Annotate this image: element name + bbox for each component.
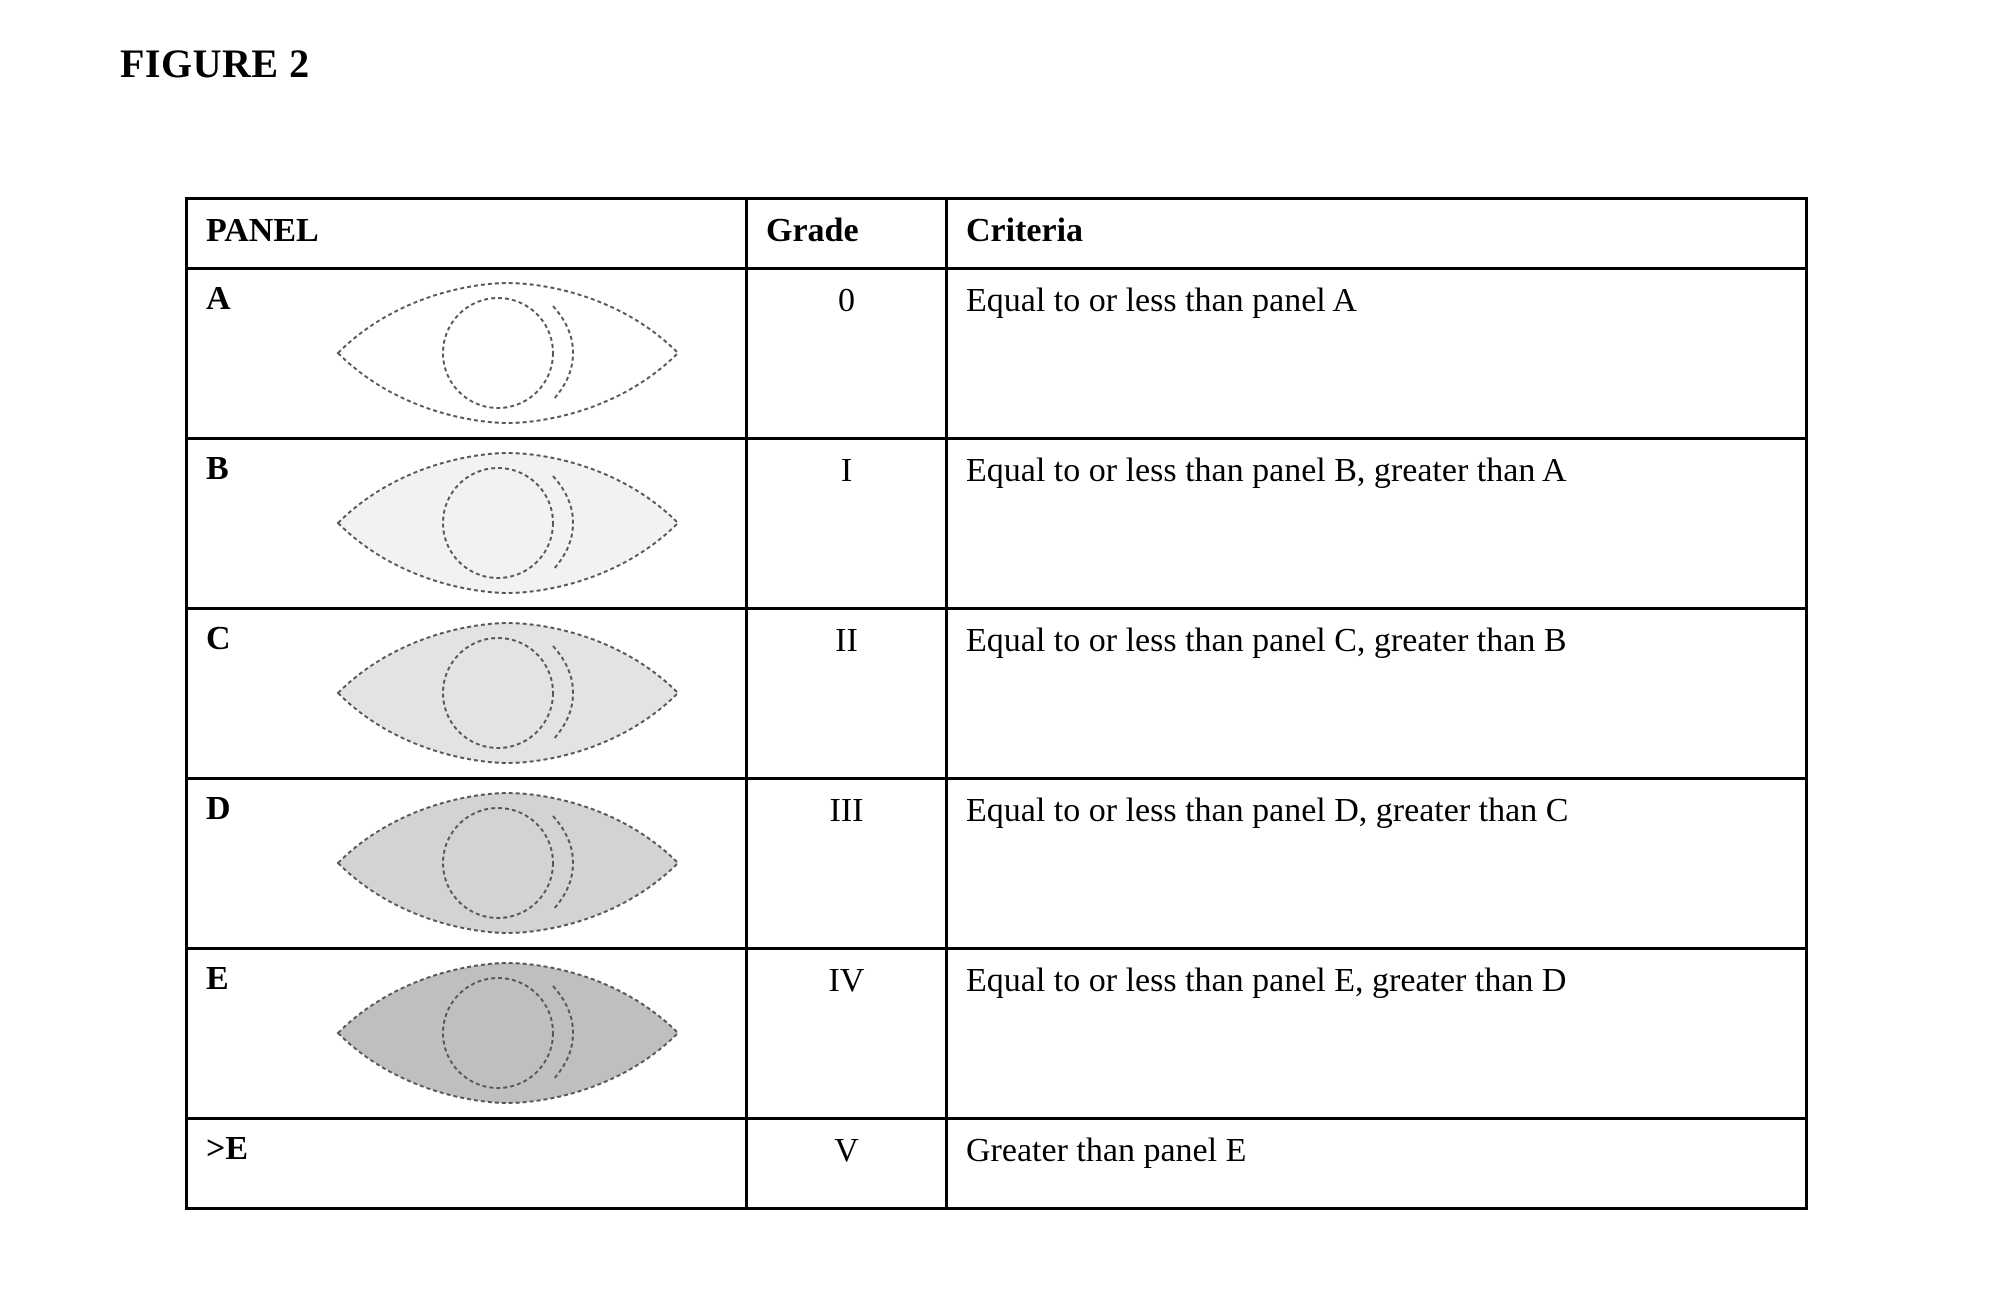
eye-icon <box>318 788 698 938</box>
panel-cell: A <box>187 269 747 439</box>
header-criteria: Criteria <box>947 199 1807 269</box>
panel-label: C <box>206 620 231 658</box>
table-header-row: PANEL Grade Criteria <box>187 199 1807 269</box>
criteria-cell: Greater than panel E <box>947 1119 1807 1209</box>
panel-label: A <box>206 280 231 318</box>
grade-cell: II <box>747 609 947 779</box>
panel-label: B <box>206 450 229 488</box>
grade-cell: 0 <box>747 269 947 439</box>
grade-cell: V <box>747 1119 947 1209</box>
table-row: >E VGreater than panel E <box>187 1119 1807 1209</box>
grade-cell: III <box>747 779 947 949</box>
table-row: E IVEqual to or less than panel E, great… <box>187 949 1807 1119</box>
header-panel: PANEL <box>187 199 747 269</box>
panel-cell: D <box>187 779 747 949</box>
figure-title: FIGURE 2 <box>120 40 1993 87</box>
criteria-cell: Equal to or less than panel E, greater t… <box>947 949 1807 1119</box>
grade-cell: I <box>747 439 947 609</box>
panel-cell: B <box>187 439 747 609</box>
eye-icon <box>318 448 698 598</box>
panel-label: >E <box>206 1130 248 1168</box>
eye-icon <box>318 958 698 1108</box>
table-body: A 0Equal to or less than panel AB IEqual… <box>187 269 1807 1209</box>
panel-cell: E <box>187 949 747 1119</box>
panel-cell: >E <box>187 1119 747 1209</box>
grading-table: PANEL Grade Criteria A 0Equal to or less… <box>185 197 1808 1210</box>
header-grade: Grade <box>747 199 947 269</box>
eye-icon <box>318 278 698 428</box>
table-row: C IIEqual to or less than panel C, great… <box>187 609 1807 779</box>
grade-cell: IV <box>747 949 947 1119</box>
table-row: A 0Equal to or less than panel A <box>187 269 1807 439</box>
criteria-cell: Equal to or less than panel D, greater t… <box>947 779 1807 949</box>
panel-cell: C <box>187 609 747 779</box>
criteria-cell: Equal to or less than panel C, greater t… <box>947 609 1807 779</box>
criteria-cell: Equal to or less than panel A <box>947 269 1807 439</box>
panel-label: E <box>206 960 229 998</box>
page: FIGURE 2 PANEL Grade Criteria A 0Equal t… <box>0 0 1993 1313</box>
criteria-cell: Equal to or less than panel B, greater t… <box>947 439 1807 609</box>
table-row: B IEqual to or less than panel B, greate… <box>187 439 1807 609</box>
panel-label: D <box>206 790 231 828</box>
table-row: D IIIEqual to or less than panel D, grea… <box>187 779 1807 949</box>
eye-icon <box>318 618 698 768</box>
